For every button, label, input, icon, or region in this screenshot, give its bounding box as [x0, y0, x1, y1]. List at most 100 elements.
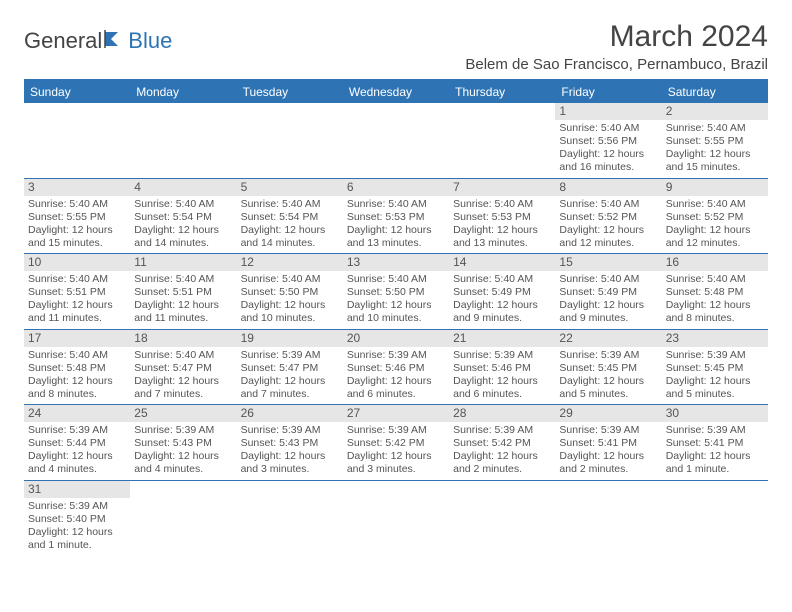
day-number: 5 — [237, 179, 343, 196]
day-number: 10 — [24, 254, 130, 271]
day2-text: and 10 minutes. — [241, 312, 339, 325]
day1-text: Daylight: 12 hours — [28, 526, 126, 539]
day-number: 8 — [555, 179, 661, 196]
day2-text: and 3 minutes. — [241, 463, 339, 476]
calendar-cell — [343, 103, 449, 178]
day-number: 21 — [449, 330, 555, 347]
sunrise-text: Sunrise: 5:39 AM — [666, 424, 764, 437]
sunset-text: Sunset: 5:49 PM — [453, 286, 551, 299]
day-header: Wednesday — [343, 80, 449, 103]
sunset-text: Sunset: 5:42 PM — [347, 437, 445, 450]
sunrise-text: Sunrise: 5:39 AM — [453, 349, 551, 362]
calendar-cell: 13Sunrise: 5:40 AMSunset: 5:50 PMDayligh… — [343, 254, 449, 330]
sunrise-text: Sunrise: 5:39 AM — [559, 424, 657, 437]
sunrise-text: Sunrise: 5:40 AM — [134, 349, 232, 362]
day1-text: Daylight: 12 hours — [559, 450, 657, 463]
sunset-text: Sunset: 5:46 PM — [347, 362, 445, 375]
day1-text: Daylight: 12 hours — [241, 299, 339, 312]
calendar-week: 1Sunrise: 5:40 AMSunset: 5:56 PMDaylight… — [24, 103, 768, 178]
sunset-text: Sunset: 5:48 PM — [666, 286, 764, 299]
calendar-cell: 24 Sunrise: 5:39 AMSunset: 5:44 PMDayligh… — [24, 405, 130, 481]
day2-text: and 3 minutes. — [347, 463, 445, 476]
location: Belem de Sao Francisco, Pernambuco, Braz… — [465, 56, 768, 73]
day-number: 19 — [237, 330, 343, 347]
calendar-cell: 17Sunrise: 5:40 AMSunset: 5:48 PMDayligh… — [24, 329, 130, 405]
day1-text: Daylight: 12 hours — [453, 450, 551, 463]
sunrise-text: Sunrise: 5:40 AM — [559, 198, 657, 211]
sunset-text: Sunset: 5:47 PM — [241, 362, 339, 375]
calendar-cell — [24, 103, 130, 178]
calendar-week: 24Sunrise: 5:39 AMSunset: 5:44 PMDayligh… — [24, 405, 768, 481]
sunrise-text: Sunrise: 5:40 AM — [347, 198, 445, 211]
day2-text: and 14 minutes. — [134, 237, 232, 250]
day-number: 16 — [662, 254, 768, 271]
sunrise-text: Sunrise: 5:40 AM — [241, 198, 339, 211]
calendar-cell: 8Sunrise: 5:40 AMSunset: 5:52 PMDaylight… — [555, 178, 661, 254]
day-number: 18 — [130, 330, 236, 347]
logo-text-blue: Blue — [128, 28, 172, 54]
calendar-cell: 28Sunrise: 5:39 AMSunset: 5:42 PMDayligh… — [449, 405, 555, 481]
day1-text: Daylight: 12 hours — [134, 299, 232, 312]
sunrise-text: Sunrise: 5:39 AM — [134, 424, 232, 437]
day-header: Sunday — [24, 80, 130, 103]
calendar-cell: 25Sunrise: 5:39 AMSunset: 5:43 PMDayligh… — [130, 405, 236, 481]
day-number: 13 — [343, 254, 449, 271]
calendar-cell — [130, 480, 236, 555]
day2-text: and 15 minutes. — [28, 237, 126, 250]
day-number: 22 — [555, 330, 661, 347]
day1-text: Daylight: 12 hours — [28, 450, 126, 463]
sunset-text: Sunset: 5:50 PM — [347, 286, 445, 299]
day2-text: and 1 minute. — [28, 539, 126, 552]
sunrise-text: Sunrise: 5:40 AM — [241, 273, 339, 286]
day-number: 17 — [24, 330, 130, 347]
sunset-text: Sunset: 5:48 PM — [28, 362, 126, 375]
calendar-cell: 2Sunrise: 5:40 AMSunset: 5:55 PMDaylight… — [662, 103, 768, 178]
title-block: March 2024 Belem de Sao Francisco, Perna… — [465, 20, 768, 73]
calendar-cell: 30Sunrise: 5:39 AMSunset: 5:41 PMDayligh… — [662, 405, 768, 481]
calendar-cell — [449, 103, 555, 178]
calendar-week: 17 Sunrise: 5:40 AM Sunset: 5:48 PM Dayligh… — [24, 329, 768, 405]
sunset-text: Sunset: 5:55 PM — [666, 135, 764, 148]
calendar-cell: 4Sunrise: 5:40 AMSunset: 5:54 PMDaylight… — [130, 178, 236, 254]
calendar-cell: 26Sunrise: 5:39 AMSunset: 5:43 PMDayligh… — [237, 405, 343, 481]
day1-text: Daylight: 12 hours — [666, 375, 764, 388]
calendar-cell — [555, 480, 661, 555]
sunrise-text: Sunrise: 5:40 AM — [453, 198, 551, 211]
calendar-cell: 16Sunrise: 5:40 AMSunset: 5:48 PMDayligh… — [662, 254, 768, 330]
sunset-text: Sunset: 5:45 PM — [559, 362, 657, 375]
sunset-text: Sunset: 5:44 PM — [28, 437, 126, 450]
day-number: 3 — [24, 179, 130, 196]
day-number: 24 — [24, 405, 130, 422]
day-header: Saturday — [662, 80, 768, 103]
calendar-cell: 18Sunrise: 5:40 AMSunset: 5:47 PMDayligh… — [130, 329, 236, 405]
sunrise-text: Sunrise: 5:40 AM — [666, 273, 764, 286]
sunset-text: Sunset: 5:51 PM — [134, 286, 232, 299]
day-number: 27 — [343, 405, 449, 422]
calendar-week: 3Sunrise: 5:40 AMSunset: 5:55 PMDaylight… — [24, 178, 768, 254]
calendar-week: 10Sunrise: 5:40 AMSunset: 5:51 PMDayligh… — [24, 254, 768, 330]
sunset-text: Sunset: 5:51 PM — [28, 286, 126, 299]
day2-text: and 11 minutes. — [134, 312, 232, 325]
calendar-cell: 9Sunrise: 5:40 AMSunset: 5:52 PMDaylight… — [662, 178, 768, 254]
calendar-cell: 7Sunrise: 5:40 AMSunset: 5:53 PMDaylight… — [449, 178, 555, 254]
calendar-cell: 10Sunrise: 5:40 AMSunset: 5:51 PMDayligh… — [24, 254, 130, 330]
day1-text: Daylight: 12 hours — [241, 375, 339, 388]
logo: General Blue — [24, 28, 172, 54]
day1-text: Daylight: 12 hours — [347, 450, 445, 463]
sunset-text: Sunset: 5:50 PM — [241, 286, 339, 299]
day1-text: Daylight: 12 hours — [559, 375, 657, 388]
sunrise-text: Sunrise: 5:40 AM — [559, 273, 657, 286]
day2-text: and 5 minutes. — [559, 388, 657, 401]
sunrise-text: Sunrise: 5:39 AM — [28, 424, 126, 437]
day-number: 6 — [343, 179, 449, 196]
day2-text: and 7 minutes. — [134, 388, 232, 401]
day2-text: and 13 minutes. — [347, 237, 445, 250]
logo-flag-icon — [104, 28, 126, 54]
sunrise-text: Sunrise: 5:39 AM — [347, 349, 445, 362]
day-number: 20 — [343, 330, 449, 347]
day1-text: Daylight: 12 hours — [666, 148, 764, 161]
calendar-week: 31Sunrise: 5:39 AMSunset: 5:40 PMDayligh… — [24, 480, 768, 555]
day2-text: and 6 minutes. — [453, 388, 551, 401]
day2-text: and 15 minutes. — [666, 161, 764, 174]
day2-text: and 5 minutes. — [666, 388, 764, 401]
